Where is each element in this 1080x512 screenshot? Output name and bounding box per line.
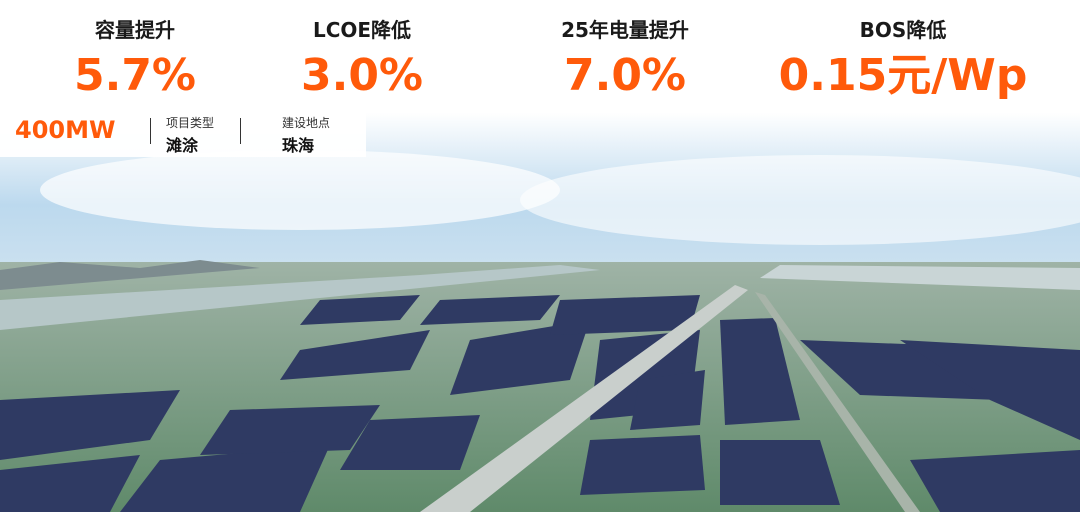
type: 滩涂	[166, 136, 199, 155]
capacity: 400MW	[15, 116, 116, 144]
metric-label: BOS降低	[859, 18, 947, 42]
river	[0, 265, 600, 330]
separator	[150, 118, 151, 144]
solar-arrays	[0, 295, 1080, 512]
metric-value: 5.7%	[73, 50, 197, 101]
project-info: 400MW 项目类型 滩涂 建设地点 珠海	[0, 104, 366, 157]
separator	[240, 118, 241, 144]
road	[755, 292, 920, 512]
metric-value: 7.0%	[563, 50, 687, 101]
city	[0, 260, 260, 290]
metric-value: 0.15元/Wp	[778, 50, 1028, 101]
cloud	[40, 150, 560, 230]
type-label: 项目类型	[166, 116, 215, 130]
metric: 容量提升 5.7%	[5, 14, 265, 106]
location-label: 建设地点	[282, 116, 331, 130]
metric-label: 容量提升	[95, 18, 175, 42]
metric: LCOE降低 3.0%	[232, 14, 492, 106]
highway	[420, 285, 748, 512]
water	[760, 265, 1080, 290]
metric-label: 25年电量提升	[561, 18, 689, 42]
metric: BOS降低 0.15元/Wp	[773, 14, 1033, 106]
metric: 25年电量提升 7.0%	[495, 14, 755, 106]
metric-value: 3.0%	[300, 50, 424, 101]
location: 珠海	[282, 136, 315, 155]
cloud	[520, 155, 1080, 245]
metric-label: LCOE降低	[312, 18, 412, 42]
